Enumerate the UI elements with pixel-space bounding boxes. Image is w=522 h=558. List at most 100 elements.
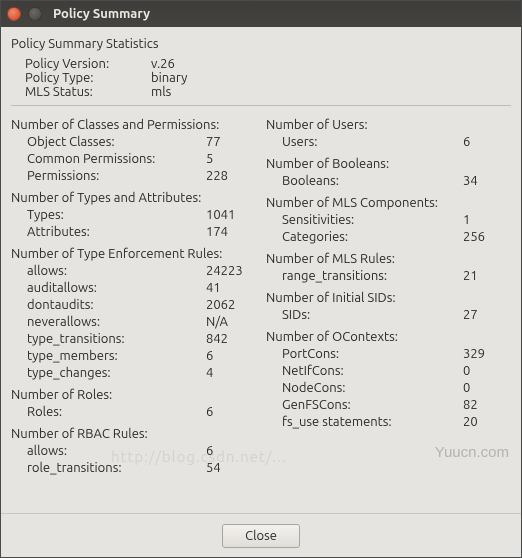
group-heading: Number of Roles: — [11, 388, 256, 402]
stat-row: auditallows:41 — [11, 280, 256, 297]
stat-row: type_members:6 — [11, 348, 256, 365]
stat-value: 24223 — [206, 263, 256, 280]
stat-row: Roles:6 — [11, 404, 256, 421]
stat-label: fs_use statements: — [266, 414, 463, 431]
stat-label: SIDs: — [266, 307, 463, 324]
window-title: Policy Summary — [53, 7, 150, 21]
ghost-url-watermark: http://blog.csdn.net/... — [111, 448, 287, 465]
stat-value: 6 — [206, 404, 256, 421]
stat-label: PortCons: — [266, 346, 463, 363]
stat-row: fs_use statements:20 — [266, 414, 511, 431]
close-icon[interactable] — [7, 7, 21, 21]
stat-value: 77 — [206, 134, 256, 151]
header-key: Policy Version: — [11, 57, 151, 71]
stat-label: range_transitions: — [266, 268, 463, 285]
policy-summary-window: Policy Summary Policy Summary Statistics… — [0, 0, 522, 558]
close-button[interactable]: Close — [222, 524, 300, 548]
group-heading: Number of Classes and Permissions: — [11, 118, 256, 132]
header-key: Policy Type: — [11, 71, 151, 85]
stat-label: auditallows: — [11, 280, 206, 297]
header-row: MLS Status:mls — [11, 85, 511, 99]
stat-value: 329 — [463, 346, 511, 363]
group-heading: Number of Users: — [266, 118, 511, 132]
stat-value: 1 — [463, 212, 511, 229]
stat-value: 27 — [463, 307, 511, 324]
stat-row: Common Permissions:5 — [11, 151, 256, 168]
stat-row: Booleans:34 — [266, 173, 511, 190]
stat-row: Object Classes:77 — [11, 134, 256, 151]
stat-value: 41 — [206, 280, 256, 297]
stat-value: 21 — [463, 268, 511, 285]
minimize-icon[interactable] — [28, 7, 42, 21]
stat-label: allows: — [11, 263, 206, 280]
left-column: Number of Classes and Permissions: Object… — [11, 112, 256, 477]
stat-label: type_members: — [11, 348, 206, 365]
stat-value: 256 — [463, 229, 511, 246]
group-heading: Number of Booleans: — [266, 157, 511, 171]
stat-label: Attributes: — [11, 224, 206, 241]
header-value: mls — [151, 85, 171, 99]
stat-value: 0 — [463, 363, 511, 380]
stat-label: dontaudits: — [11, 297, 206, 314]
header-row: Policy Type:binary — [11, 71, 511, 85]
stat-row: Attributes:174 — [11, 224, 256, 241]
stat-value: 6 — [463, 134, 511, 151]
stat-row: range_transitions:21 — [266, 268, 511, 285]
stat-row: Sensitivities:1 — [266, 212, 511, 229]
stat-value: N/A — [206, 314, 256, 331]
stat-label: Booleans: — [266, 173, 463, 190]
header-row: Policy Version:v.26 — [11, 57, 511, 71]
stat-value: 1041 — [206, 207, 256, 224]
stat-row: SIDs:27 — [266, 307, 511, 324]
stat-row: NetIfCons:0 — [266, 363, 511, 380]
group-heading: Number of OContexts: — [266, 330, 511, 344]
footer: Close — [1, 513, 521, 557]
stat-row: PortCons:329 — [266, 346, 511, 363]
group-heading: Number of Initial SIDs: — [266, 291, 511, 305]
stat-value: 174 — [206, 224, 256, 241]
stat-value: 842 — [206, 331, 256, 348]
page-title: Policy Summary Statistics — [11, 37, 511, 51]
stat-label: Roles: — [11, 404, 206, 421]
stat-label: Object Classes: — [11, 134, 206, 151]
group-heading: Number of Type Enforcement Rules: — [11, 247, 256, 261]
stat-row: type_transitions:842 — [11, 331, 256, 348]
stat-row: GenFSCons:82 — [266, 397, 511, 414]
stat-value: 34 — [463, 173, 511, 190]
stat-label: Common Permissions: — [11, 151, 206, 168]
stats-columns: Number of Classes and Permissions: Object… — [11, 112, 511, 477]
stat-label: type_transitions: — [11, 331, 206, 348]
stat-value: 2062 — [206, 297, 256, 314]
stat-value: 4 — [206, 365, 256, 382]
header-value: v.26 — [151, 57, 175, 71]
stat-label: NetIfCons: — [266, 363, 463, 380]
stat-row: Permissions:228 — [11, 168, 256, 185]
stat-value: 0 — [463, 380, 511, 397]
content-area: Policy Summary Statistics Policy Version… — [1, 27, 521, 513]
stat-value: 6 — [206, 348, 256, 365]
stat-value: 5 — [206, 151, 256, 168]
stat-label: NodeCons: — [266, 380, 463, 397]
yuucn-watermark: Yuucn.com — [435, 444, 509, 461]
group-heading: Number of RBAC Rules: — [11, 427, 256, 441]
stat-label: Sensitivities: — [266, 212, 463, 229]
stat-row: allows:24223 — [11, 263, 256, 280]
header-value: binary — [151, 71, 187, 85]
stat-row: Categories:256 — [266, 229, 511, 246]
stat-label: Permissions: — [11, 168, 206, 185]
summary-header: Policy Summary Statistics Policy Version… — [11, 37, 511, 99]
stat-row: NodeCons:0 — [266, 380, 511, 397]
stat-row: dontaudits:2062 — [11, 297, 256, 314]
stat-label: Users: — [266, 134, 463, 151]
stat-value: 20 — [463, 414, 511, 431]
group-heading: Number of MLS Components: — [266, 196, 511, 210]
stat-value: 82 — [463, 397, 511, 414]
stat-row: neverallows:N/A — [11, 314, 256, 331]
right-column: Number of Users: Users:6 Number of Boolean… — [266, 112, 511, 477]
stat-label: neverallows: — [11, 314, 206, 331]
stat-row: Types:1041 — [11, 207, 256, 224]
stat-value: 228 — [206, 168, 256, 185]
stat-label: Types: — [11, 207, 206, 224]
stat-label: type_changes: — [11, 365, 206, 382]
stat-row: type_changes:4 — [11, 365, 256, 382]
